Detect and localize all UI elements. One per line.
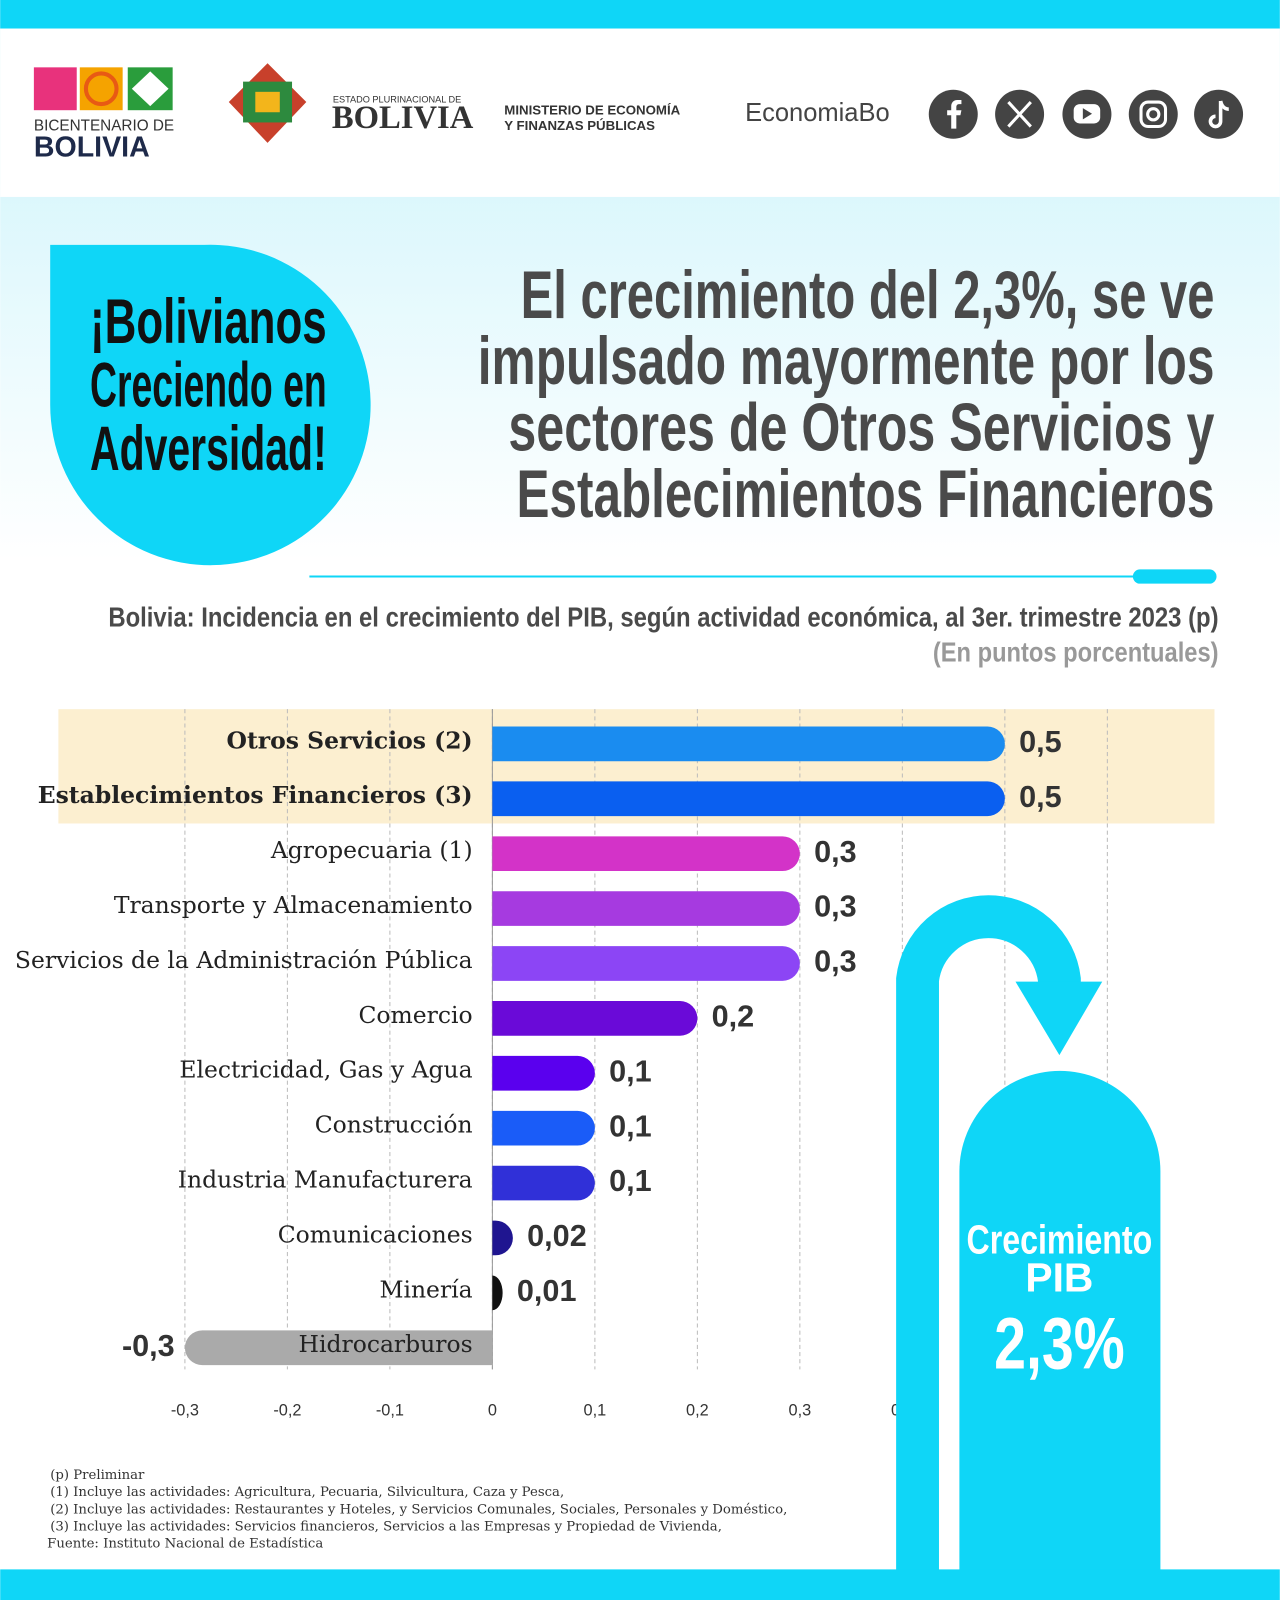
bottom-band — [0, 1569, 1280, 1600]
bar — [492, 781, 1005, 817]
chart-title: Bolivia: Incidencia en el crecimiento de… — [108, 602, 1218, 633]
value-label: 0,1 — [609, 1164, 652, 1198]
x-tick-label: 0,1 — [584, 1402, 607, 1420]
value-label: 0,02 — [527, 1219, 587, 1253]
slogan-line: ¡Bolivianos — [90, 287, 327, 357]
x-tick-label: 0,3 — [789, 1402, 812, 1420]
bar — [492, 836, 800, 872]
category-label: Minería — [379, 1275, 472, 1303]
top-band — [0, 0, 1280, 29]
callout-value: 2,3% — [994, 1301, 1125, 1384]
bar — [492, 1165, 595, 1201]
value-label: -0,3 — [122, 1329, 175, 1363]
slogan-line: Creciendo en — [90, 350, 327, 420]
value-label: 0,5 — [1019, 725, 1062, 759]
handle: EconomiaBo — [745, 99, 890, 127]
headline-line: impulsado mayormente por los — [478, 324, 1215, 399]
category-label: Agropecuaria (1) — [270, 836, 473, 864]
ministry: Y FINANZAS PÚBLICAS — [504, 118, 655, 133]
bar — [492, 891, 800, 926]
slogan-bubble — [50, 244, 371, 566]
logo-text: BICENTENARIO DE — [34, 118, 174, 135]
bar — [492, 726, 1005, 762]
growth-callout: Crecimiento PIB 2,3% — [896, 895, 1161, 1600]
logo-bicentenario — [33, 67, 173, 111]
bar — [492, 1055, 595, 1091]
category-label: Construcción — [315, 1111, 473, 1139]
value-label: 0,3 — [814, 945, 857, 979]
value-label: 0,5 — [1019, 780, 1062, 814]
value-label: 0,1 — [609, 1109, 652, 1143]
chart-subtitle: (En puntos porcentuales) — [933, 636, 1219, 667]
headline-line: Establecimientos Financieros — [517, 457, 1215, 532]
category-label: Hidrocarburos — [299, 1330, 473, 1358]
ministry: MINISTERIO DE ECONOMÍA — [504, 103, 680, 118]
x-tick-label: 0 — [488, 1402, 497, 1420]
category-label: Servicios de la Administración Pública — [15, 946, 473, 974]
headline-line: sectores de Otros Servicios y — [508, 390, 1215, 465]
bar — [492, 1220, 513, 1256]
category-label: Comercio — [358, 1001, 472, 1029]
category-label: Transporte y Almacenamiento — [114, 891, 473, 919]
bar — [492, 1275, 503, 1311]
callout-label: Crecimiento — [967, 1217, 1153, 1263]
category-label: Industria Manufacturera — [178, 1166, 473, 1194]
value-label: 0,2 — [712, 999, 755, 1033]
bar — [184, 1330, 493, 1366]
category-label: Otros Servicios (2) — [227, 726, 473, 754]
x-tick-label: 0,2 — [686, 1402, 709, 1420]
footnote: (1) Incluye las actividades: Agricultura… — [50, 1485, 564, 1500]
x-tick-label: -0,3 — [171, 1402, 199, 1420]
category-label: Comunicaciones — [278, 1220, 473, 1248]
value-label: 0,1 — [609, 1054, 652, 1088]
value-label: 0,01 — [517, 1274, 577, 1308]
headline-line: El crecimiento del 2,3%, se ve — [521, 258, 1215, 333]
footnote: (2) Incluye las actividades: Restaurante… — [50, 1502, 787, 1517]
footnote: (3) Incluye las actividades: Servicios f… — [50, 1519, 722, 1534]
x-tick-label: -0,1 — [376, 1402, 404, 1420]
slogan-line: Adversidad! — [90, 414, 327, 484]
bar — [492, 1001, 698, 1036]
callout-label: PIB — [1025, 1254, 1093, 1300]
footnote: (p) Preliminar — [50, 1468, 145, 1483]
x-tick-label: -0,2 — [273, 1402, 301, 1420]
logo-estado — [228, 63, 307, 143]
value-label: 0,3 — [814, 835, 857, 869]
bar — [492, 946, 800, 981]
divider-end — [1132, 569, 1217, 584]
bar — [492, 1110, 595, 1146]
social-icons — [928, 89, 1244, 139]
category-label: Establecimientos Financieros (3) — [38, 781, 473, 809]
value-label: 0,3 — [814, 890, 857, 924]
logo-text: BOLIVIA — [332, 100, 474, 136]
logo-text: BOLIVIA — [34, 132, 150, 164]
footnote: Fuente: Instituto Nacional de Estadístic… — [47, 1537, 323, 1552]
category-label: Electricidad, Gas y Agua — [179, 1056, 472, 1084]
logo-text: ESTADO PLURINACIONAL DE — [333, 94, 461, 104]
